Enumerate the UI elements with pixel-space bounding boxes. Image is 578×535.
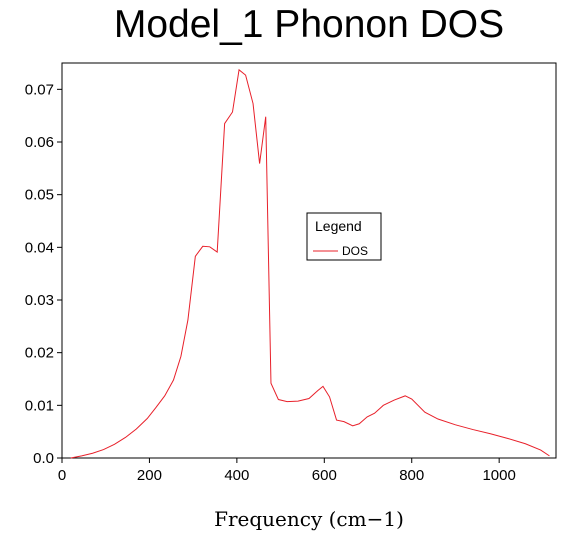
legend: Legend DOS [306, 212, 382, 261]
x-tick-label: 600 [312, 467, 337, 484]
x-tick-label: 200 [137, 467, 162, 484]
x-tick-label: 400 [224, 467, 249, 484]
legend-box [306, 212, 382, 261]
y-tick-label: 0.04 [25, 239, 54, 256]
series-line-dos [70, 68, 550, 459]
y-tick-label: 0.05 [25, 187, 54, 204]
y-axis-ticks: 0.0 0.01 0.02 0.03 0.04 0.05 0.06 0.07 [25, 81, 62, 467]
y-tick-label: 0.02 [25, 345, 54, 362]
x-tick-label: 1000 [482, 467, 515, 484]
y-tick-label: 0.0 [33, 450, 54, 467]
legend-entry-dos: DOS [342, 244, 368, 258]
series-layer [70, 68, 550, 459]
x-tick-label: 0 [58, 467, 66, 484]
x-tick-label: 800 [399, 467, 424, 484]
y-tick-label: 0.01 [25, 397, 54, 414]
y-tick-label: 0.07 [25, 81, 54, 98]
legend-title: Legend [315, 218, 362, 234]
plot-frame [61, 62, 557, 459]
x-axis-ticks: 0 200 400 600 800 1000 [58, 458, 516, 484]
x-axis-title: Frequency (cm−1) [214, 507, 404, 531]
chart-title: Model_1 Phonon DOS [114, 3, 504, 46]
y-tick-label: 0.06 [25, 134, 54, 151]
y-tick-label: 0.03 [25, 292, 54, 309]
